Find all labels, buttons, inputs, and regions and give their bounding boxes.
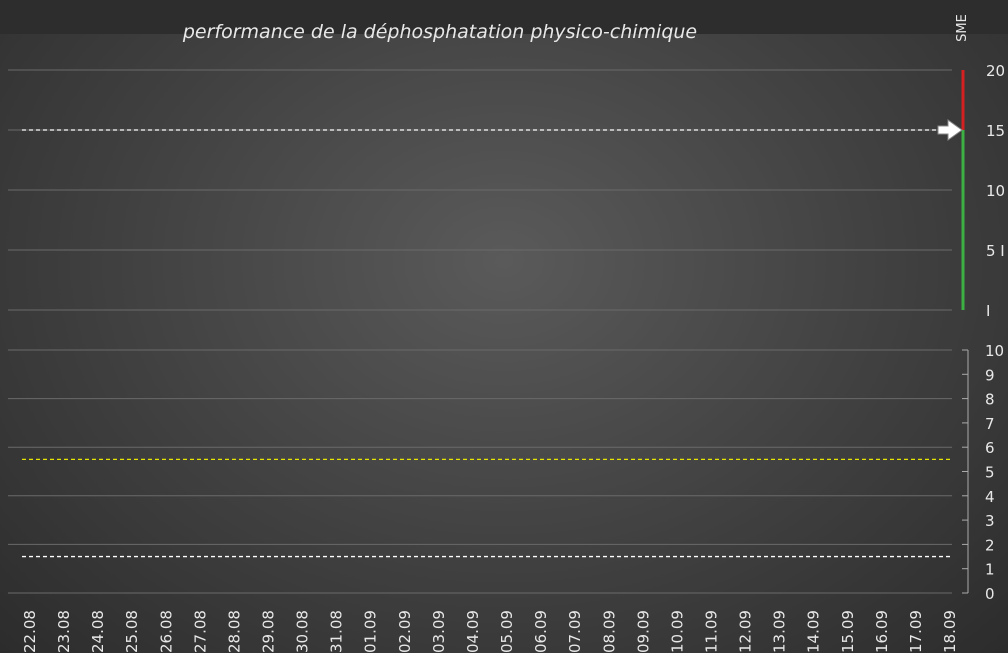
x-tick-label: 01.09: [362, 610, 380, 653]
x-tick-label: 24.08: [89, 610, 107, 653]
x-tick-label: 13.09: [771, 610, 789, 653]
x-tick-label: 07.09: [566, 610, 584, 653]
x-tick-label: 15.09: [839, 610, 857, 653]
y-axis-label: SME: [955, 14, 970, 42]
x-tick-label: 10.09: [668, 610, 686, 653]
x-tick-label: 05.09: [498, 610, 516, 653]
reference-lines: [22, 129, 950, 558]
x-tick-label: 17.09: [907, 610, 925, 653]
top-y-tick-label: I: [986, 302, 990, 320]
top-y-tick-label: 5 I: [986, 242, 1005, 260]
x-tick-label: 03.09: [430, 610, 448, 653]
bottom-y-tick-label: 4: [985, 488, 995, 506]
x-tick-label: 16.09: [873, 610, 891, 653]
sme-gauge: [937, 70, 965, 310]
x-tick-label: 23.08: [55, 610, 73, 653]
bottom-y-tick-label: 10: [985, 342, 1004, 360]
chart-title: performance de la déphosphatation physic…: [182, 21, 697, 43]
x-tick-label: 06.09: [532, 610, 550, 653]
bottom-y-tick-label: 5: [985, 464, 995, 482]
top-y-tick-label: 15: [986, 122, 1005, 140]
x-tick-label: 29.08: [260, 610, 278, 653]
bottom-y-tick-label: 6: [985, 439, 995, 457]
right-arrow-icon: [937, 119, 963, 141]
x-tick-label: 30.08: [294, 610, 312, 653]
x-tick-label: 18.09: [941, 610, 959, 653]
top-y-tick-label: 10: [986, 182, 1005, 200]
x-tick-label: 09.09: [634, 610, 652, 653]
x-tick-label: 02.09: [396, 610, 414, 653]
x-tick-label: 26.08: [157, 610, 175, 653]
title-band: [0, 0, 1008, 34]
bottom-y-tick-label: 7: [985, 415, 995, 433]
chart-labels: performance de la déphosphatation physic…: [182, 14, 970, 43]
bottom-y-tick-label: 0: [985, 585, 995, 603]
axis-ticks: I 5 I 10 15 20 0 1 2 3 4 5 6 7 8 9 10 22.08 23.08 24.08 25.…: [21, 62, 1005, 653]
bottom-y-tick-label: 1: [985, 561, 995, 579]
x-tick-label: 04.09: [464, 610, 482, 653]
bottom-y-tick-label: 2: [985, 536, 995, 554]
bottom-y-tick-label: 3: [985, 512, 995, 530]
x-tick-label: 12.09: [737, 610, 755, 653]
x-tick-label: 22.08: [21, 610, 39, 653]
x-tick-label: 25.08: [123, 610, 141, 653]
x-tick-label: 14.09: [805, 610, 823, 653]
x-tick-label: 28.08: [225, 610, 243, 653]
bottom-y-tick-label: 9: [985, 366, 995, 384]
x-tick-label: 27.08: [191, 610, 209, 653]
bottom-y-tick-label: 8: [985, 391, 995, 409]
gridlines: [8, 69, 952, 594]
x-tick-label: 31.08: [328, 610, 346, 653]
x-tick-label: 08.09: [600, 610, 618, 653]
x-tick-label: 11.09: [702, 610, 720, 653]
top-y-tick-label: 20: [986, 62, 1005, 80]
